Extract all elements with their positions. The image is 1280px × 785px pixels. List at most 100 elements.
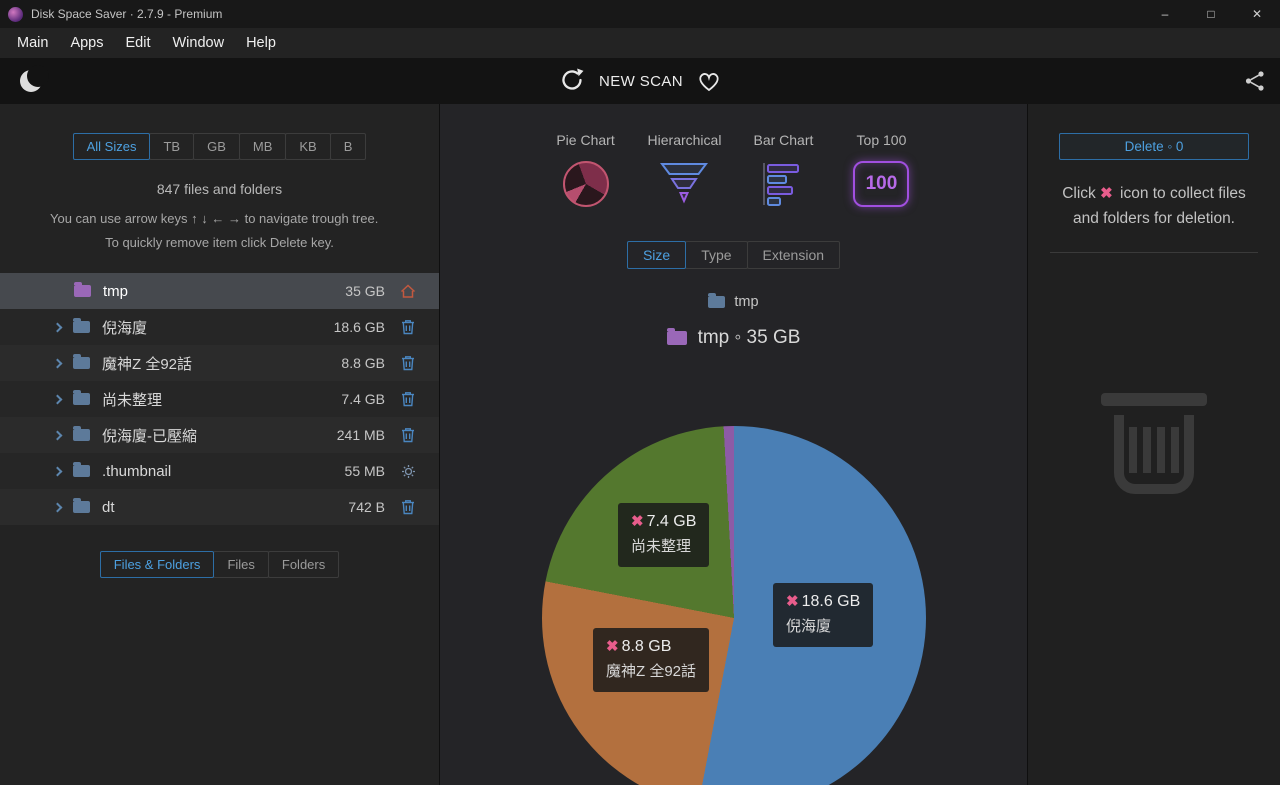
pie-slice-label: ✖ 18.6 GB 倪海廈	[773, 583, 874, 648]
view-top-100[interactable]: Top 100 100	[845, 132, 917, 207]
menu-apps[interactable]: Apps	[59, 31, 114, 55]
chart-tab-size[interactable]: Size	[626, 241, 687, 269]
menu-window[interactable]: Window	[162, 31, 236, 55]
filter-tab-folders[interactable]: Folders	[267, 551, 340, 578]
trash-icon[interactable]	[389, 355, 427, 371]
filter-tab-files-folders[interactable]: Files & Folders	[99, 551, 215, 578]
tree-row[interactable]: .thumbnail 55 MB	[0, 453, 439, 489]
folder-size: 18.6 GB	[333, 319, 385, 335]
folder-name: 倪海廈-已壓縮	[102, 427, 197, 445]
breadcrumb[interactable]: tmp	[440, 293, 1027, 310]
folder-icon	[73, 426, 90, 441]
breadcrumb-label: tmp	[734, 294, 759, 310]
app-logo-icon	[8, 6, 23, 22]
folder-icon	[73, 390, 90, 405]
folder-icon	[74, 282, 91, 297]
view-hierarchical[interactable]: Hierarchical	[648, 132, 721, 210]
folder-name: 尚未整理	[102, 391, 163, 409]
tree-row[interactable]: 倪海廈-已壓縮 241 MB	[0, 417, 439, 453]
tree-row[interactable]: 尚未整理 7.4 GB	[0, 381, 439, 417]
folder-size: 55 MB	[344, 463, 385, 479]
collect-x-icon[interactable]: ✖	[631, 513, 644, 530]
trash-icon[interactable]	[389, 319, 427, 335]
folder-icon	[73, 462, 90, 477]
home-icon[interactable]	[389, 283, 427, 299]
folder-size: 35 GB	[345, 283, 385, 299]
size-tab-kb[interactable]: KB	[285, 133, 331, 160]
chart-tab-extension[interactable]: Extension	[746, 241, 841, 269]
header-folder-icon	[666, 328, 687, 345]
new-scan-label: NEW SCAN	[598, 72, 684, 90]
filter-tab-files[interactable]: Files	[213, 551, 269, 578]
expand-chevron-icon[interactable]	[52, 466, 63, 476]
collect-hint-text: Click ✖ icon to collect files and folder…	[1062, 185, 1246, 227]
file-tree-panel: All Sizes TB GB MB KB B 847 files and folders…	[0, 104, 440, 785]
chart-mode-tabs: Size Type Extension	[440, 241, 1027, 269]
empty-trash-icon	[1028, 369, 1280, 499]
tree-row[interactable]: 魔神Z 全92話 8.8 GB	[0, 345, 439, 381]
folder-size: 8.8 GB	[341, 355, 385, 371]
pie-chart-view-icon	[562, 161, 609, 207]
files-count-summary: 847 files and folders	[156, 181, 283, 197]
window-title: Disk Space Saver · 2.7.9 - Premium	[31, 7, 223, 21]
favorite-heart-icon[interactable]	[697, 70, 721, 92]
folder-size: 241 MB	[336, 427, 385, 443]
view-switcher: Pie Chart Hierarchical Bar Chart Top 100…	[440, 132, 1027, 210]
menu-main[interactable]: Main	[6, 31, 59, 55]
trash-icon[interactable]	[389, 427, 427, 443]
trash-icon[interactable]	[389, 499, 427, 515]
menu-edit[interactable]: Edit	[115, 31, 162, 55]
delete-hint: To quickly remove item click Delete key.	[105, 235, 334, 250]
folder-size: 742 B	[348, 499, 385, 515]
expand-chevron-icon[interactable]	[52, 394, 63, 404]
view-pie-chart[interactable]: Pie Chart	[550, 132, 622, 207]
maximize-button[interactable]: □	[1188, 0, 1234, 28]
pie-slice-label: ✖ 7.4 GB 尚未整理	[618, 503, 710, 568]
top-100-badge-icon: 100	[853, 161, 910, 207]
share-icon[interactable]	[1244, 70, 1266, 92]
navigation-hint: You can use arrow keys ↑ ↓ ← → to naviga…	[50, 211, 379, 226]
collect-x-icon[interactable]: ✖	[606, 638, 619, 655]
size-tab-mb[interactable]: MB	[238, 133, 287, 160]
current-folder-header: tmp ◦ 35 GB	[440, 327, 1027, 349]
folder-tree: tmp 35 GB 倪海廈 18.6 GB 魔神Z 全92話 8.8 GB 尚未…	[0, 273, 439, 525]
delete-x-icon: ✖	[1100, 185, 1113, 202]
menu-help[interactable]: Help	[235, 31, 287, 55]
folder-icon	[73, 318, 90, 333]
title-bar: Disk Space Saver · 2.7.9 - Premium – □ ✕	[0, 0, 1280, 28]
expand-chevron-icon[interactable]	[52, 502, 63, 512]
expand-chevron-icon[interactable]	[52, 358, 63, 368]
minimize-button[interactable]: –	[1142, 0, 1188, 28]
folder-name: .thumbnail	[102, 462, 172, 480]
collect-x-icon[interactable]: ✖	[786, 593, 799, 610]
gear-icon[interactable]	[389, 464, 427, 479]
tree-row[interactable]: tmp 35 GB	[0, 273, 439, 309]
tree-row[interactable]: 倪海廈 18.6 GB	[0, 309, 439, 345]
tree-row[interactable]: dt 742 B	[0, 489, 439, 525]
hierarchical-funnel-icon	[659, 161, 709, 210]
delete-button[interactable]: Delete ◦ 0	[1059, 133, 1249, 160]
folder-icon	[73, 498, 90, 513]
size-tab-gb[interactable]: GB	[193, 133, 240, 160]
dark-mode-moon-icon[interactable]	[20, 65, 49, 92]
new-scan-button[interactable]: NEW SCAN	[559, 67, 683, 96]
close-button[interactable]: ✕	[1234, 0, 1280, 28]
bar-chart-view-icon	[760, 161, 806, 210]
type-filter-tabs: Files & Folders Files Folders	[0, 551, 439, 578]
window-controls: – □ ✕	[1142, 0, 1280, 28]
expand-chevron-icon[interactable]	[52, 322, 63, 332]
refresh-icon	[559, 67, 585, 96]
pie-slice-label: ✖ 8.8 GB 魔神Z 全92話	[593, 628, 710, 693]
size-tab-all-sizes[interactable]: All Sizes	[72, 133, 151, 160]
trash-icon[interactable]	[389, 391, 427, 407]
chart-tab-type[interactable]: Type	[685, 241, 748, 269]
view-bar-chart[interactable]: Bar Chart	[747, 132, 819, 210]
size-tab-tb[interactable]: TB	[149, 133, 195, 160]
size-tab-b[interactable]: B	[329, 133, 367, 160]
folder-name: tmp	[103, 282, 129, 300]
breadcrumb-folder-icon	[708, 293, 726, 308]
folder-name: 魔神Z 全92話	[102, 355, 193, 373]
delete-collection-panel: Delete ◦ 0 Click ✖ icon to collect files…	[1028, 104, 1280, 785]
folder-name: dt	[102, 498, 115, 516]
expand-chevron-icon[interactable]	[52, 430, 63, 440]
